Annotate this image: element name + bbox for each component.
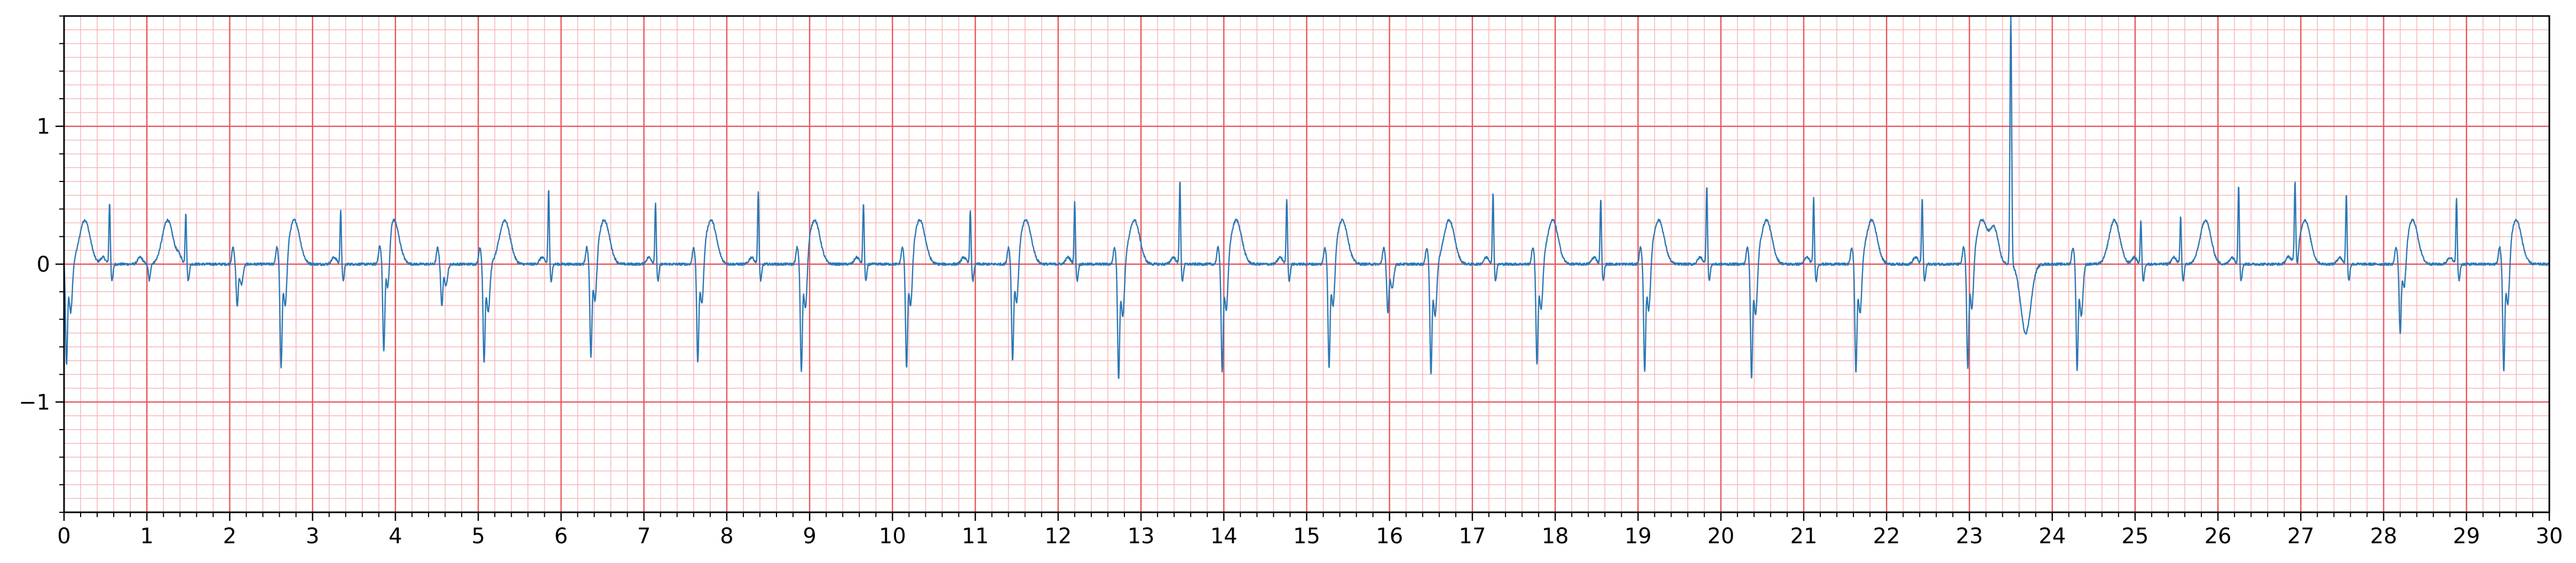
x-tick-label: 5 <box>471 524 485 549</box>
x-tick-label: 7 <box>637 524 651 549</box>
x-tick-label: 30 <box>2536 524 2563 549</box>
x-tick-label: 18 <box>1542 524 1569 549</box>
y-tick-label: −1 <box>19 390 50 415</box>
x-tick-label: 26 <box>2205 524 2232 549</box>
x-tick-label: 8 <box>720 524 733 549</box>
x-tick-label: 27 <box>2287 524 2315 549</box>
x-tick-label: 25 <box>2121 524 2149 549</box>
x-tick-label: 16 <box>1376 524 1403 549</box>
x-axis: 0 1 2 3 4 5 6 7 8 9 10 11 12 13 14 15 16 17 18 19 20 21 22 23 24… <box>57 512 2563 549</box>
x-tick-label: 28 <box>2370 524 2397 549</box>
x-tick-label: 21 <box>1790 524 1817 549</box>
y-tick-label: 0 <box>37 252 50 277</box>
x-tick-label: 4 <box>389 524 402 549</box>
x-tick-label: 22 <box>1873 524 1900 549</box>
x-tick-label: 15 <box>1293 524 1320 549</box>
x-tick-label: 0 <box>57 524 70 549</box>
x-tick-label: 13 <box>1128 524 1155 549</box>
x-tick-label: 20 <box>1707 524 1734 549</box>
x-tick-label: 10 <box>879 524 906 549</box>
x-tick-label: 11 <box>962 524 989 549</box>
x-tick-label: 29 <box>2453 524 2480 549</box>
x-tick-label: 9 <box>803 524 816 549</box>
x-tick-label: 14 <box>1210 524 1238 549</box>
x-tick-label: 12 <box>1044 524 1072 549</box>
x-tick-label: 6 <box>554 524 568 549</box>
x-tick-label: 23 <box>1956 524 1983 549</box>
x-tick-label: 17 <box>1459 524 1486 549</box>
x-tick-label: 24 <box>2039 524 2066 549</box>
x-tick-label: 19 <box>1624 524 1652 549</box>
x-tick-label: 3 <box>306 524 319 549</box>
x-tick-label: 2 <box>223 524 236 549</box>
x-tick-label: 1 <box>140 524 154 549</box>
y-axis: −1 0 1 <box>19 15 64 513</box>
ecg-trace <box>63 16 2550 379</box>
y-tick-label: 1 <box>37 115 50 139</box>
